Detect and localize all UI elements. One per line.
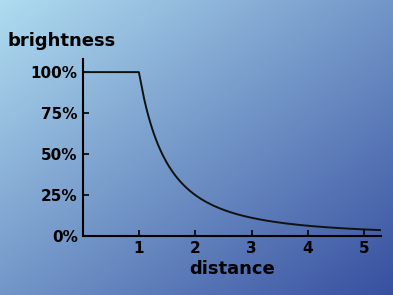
Text: brightness: brightness (8, 32, 116, 50)
X-axis label: distance: distance (189, 260, 275, 278)
